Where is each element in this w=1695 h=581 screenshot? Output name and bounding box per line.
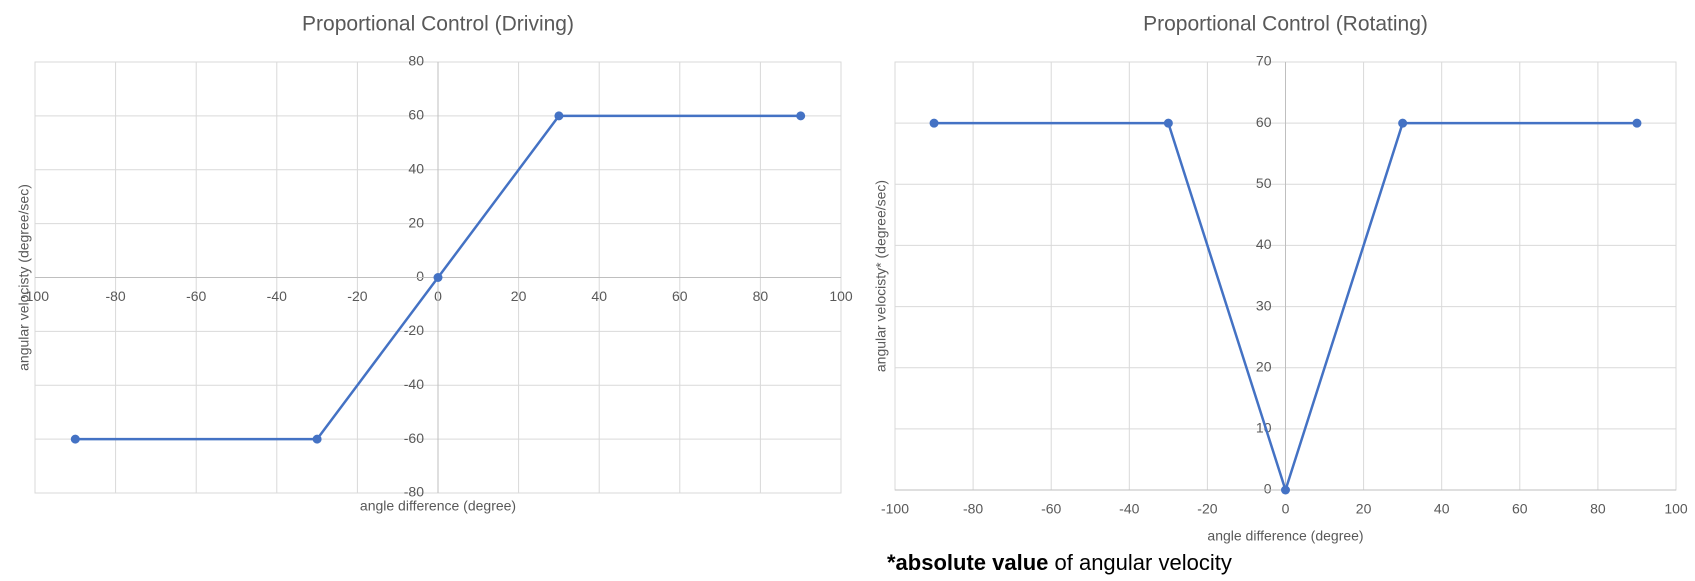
y-tick-label: 20 <box>408 214 424 230</box>
y-tick-label: 80 <box>408 53 424 69</box>
x-tick-label: -40 <box>1119 501 1139 517</box>
x-tick-label: -20 <box>347 288 367 304</box>
y-tick-label: 30 <box>1256 297 1272 313</box>
x-tick-label: 0 <box>1282 501 1290 517</box>
y-tick-label: 20 <box>1256 358 1272 374</box>
y-tick-label: 60 <box>1256 114 1272 130</box>
data-point <box>1281 485 1290 495</box>
y-tick-label: 0 <box>1264 481 1272 497</box>
chart-title: Proportional Control (Driving) <box>302 13 574 36</box>
y-tick-label: -20 <box>404 322 424 338</box>
x-tick-label: 40 <box>1434 501 1450 517</box>
y-tick-label: 40 <box>1256 236 1272 252</box>
data-point <box>796 111 806 121</box>
y-axis-title: angular velocisty* (degree/sec) <box>873 180 889 372</box>
x-tick-label: -80 <box>963 501 983 517</box>
footnote-text: of angular velocity <box>1048 550 1232 575</box>
x-tick-label: -80 <box>105 288 125 304</box>
y-tick-label: -60 <box>404 430 424 446</box>
y-axis-title: angular velocisty (degree/sec) <box>16 184 32 371</box>
x-tick-label: 20 <box>1356 501 1372 517</box>
data-point <box>1398 118 1408 128</box>
x-tick-label: 80 <box>1590 501 1606 517</box>
x-tick-label: 40 <box>591 288 607 304</box>
x-tick-label: -100 <box>881 501 909 517</box>
y-tick-label: 40 <box>408 160 424 176</box>
x-tick-label: -40 <box>267 288 287 304</box>
y-tick-label: 50 <box>1256 175 1272 191</box>
data-point <box>1632 118 1642 128</box>
x-tick-label: -100 <box>21 288 49 304</box>
y-tick-label: 0 <box>416 268 424 284</box>
data-point <box>70 434 80 444</box>
x-tick-label: -60 <box>186 288 206 304</box>
x-axis-title: angle difference (degree) <box>360 498 516 514</box>
x-tick-label: 60 <box>672 288 688 304</box>
data-point <box>312 434 322 444</box>
x-tick-label: 20 <box>511 288 527 304</box>
y-tick-label: 70 <box>1256 53 1272 69</box>
x-tick-label: -60 <box>1041 501 1061 517</box>
x-tick-label: 100 <box>1664 501 1688 517</box>
x-tick-label: 80 <box>753 288 769 304</box>
data-point <box>1163 118 1173 128</box>
data-point <box>554 111 564 121</box>
y-tick-label: -40 <box>404 376 424 392</box>
x-tick-label: -20 <box>1197 501 1217 517</box>
data-point <box>929 118 939 128</box>
chart-title: Proportional Control (Rotating) <box>1143 13 1428 36</box>
data-point <box>433 273 443 282</box>
footnote-bold: *absolute value <box>887 550 1049 575</box>
y-tick-label: 60 <box>408 107 424 123</box>
x-tick-label: 100 <box>829 288 853 304</box>
charts: Proportional Control (Driving) -100 -80 -60… <box>16 13 1688 544</box>
y-tick-label: -80 <box>404 484 424 500</box>
x-axis-title: angle difference (degree) <box>1207 528 1363 544</box>
footnote: *absolute value of angular velocity <box>887 550 1232 576</box>
x-tick-label: 60 <box>1512 501 1528 517</box>
